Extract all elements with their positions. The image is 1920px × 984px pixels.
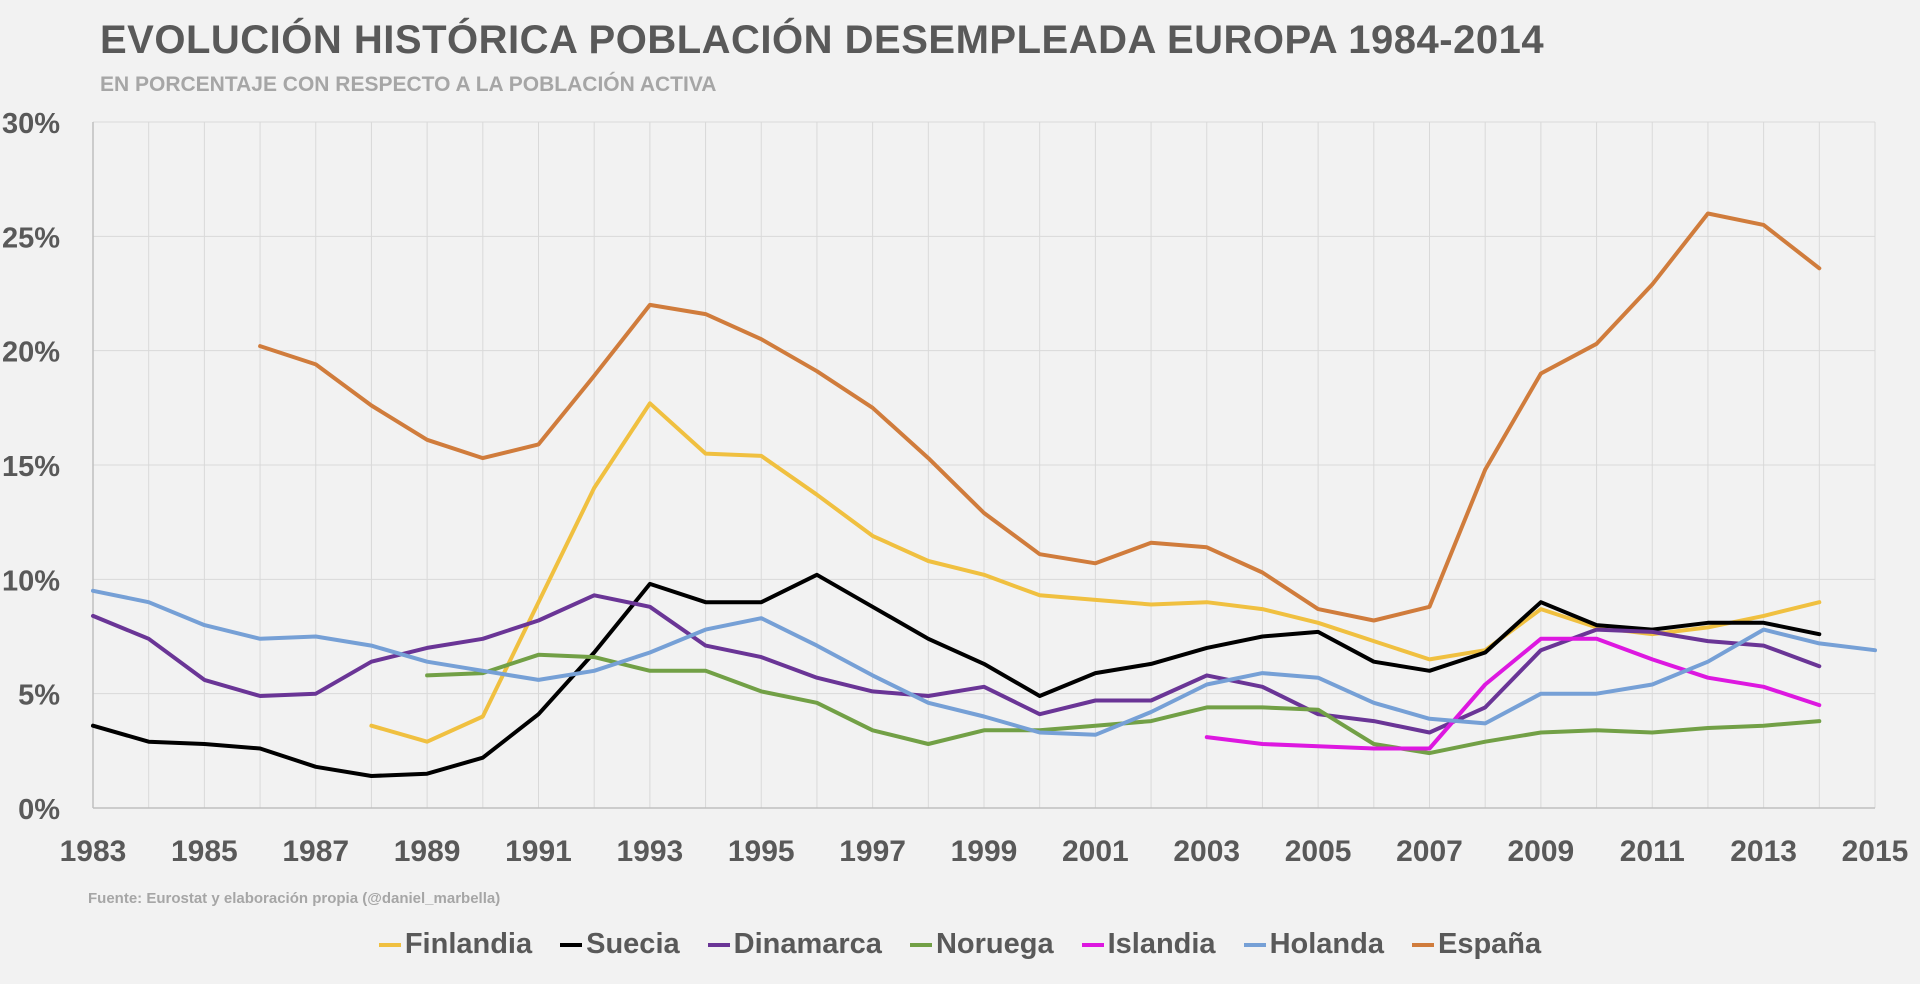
- y-tick-label: 25%: [2, 222, 60, 254]
- series-line-holanda: [91, 588, 1877, 737]
- series-line-españa: [258, 211, 1822, 623]
- legend-item: Noruega: [909, 928, 1054, 961]
- x-tick-label: 1985: [171, 835, 238, 868]
- legend-label: Islandia: [1107, 928, 1216, 960]
- x-tick-label: 2003: [1173, 835, 1240, 868]
- axes: [92, 122, 1875, 809]
- x-tick-label: 2007: [1396, 835, 1463, 868]
- series-lines: [91, 211, 1877, 778]
- y-tick-label: 10%: [2, 565, 60, 597]
- legend-item: España: [1411, 928, 1542, 961]
- x-tick-label: 1989: [394, 835, 461, 868]
- series-line-finlandia: [369, 401, 1822, 744]
- x-tick-label: 1987: [282, 835, 349, 868]
- legend-swatch: [1081, 942, 1104, 947]
- legend-item: Suecia: [560, 928, 680, 961]
- legend-swatch: [1243, 942, 1266, 947]
- x-tick-label: 2015: [1842, 835, 1909, 868]
- y-tick-label: 20%: [2, 337, 60, 369]
- y-tick-label: 0%: [18, 794, 60, 826]
- legend-swatch: [1411, 942, 1434, 947]
- legend-label: Noruega: [935, 928, 1054, 960]
- y-tick-label: 30%: [2, 108, 60, 140]
- x-tick-label: 1983: [60, 835, 127, 868]
- y-tick-label: 15%: [2, 451, 60, 483]
- grid-lines: [92, 121, 1876, 808]
- series-line-islandia: [1204, 636, 1822, 751]
- chart-title: EVOLUCIÓN HISTÓRICA POBLACIÓN DESEMPLEAD…: [100, 18, 1545, 62]
- x-tick-label: 1993: [617, 835, 684, 868]
- x-tick-label: 1999: [951, 835, 1018, 868]
- legend-swatch: [378, 942, 401, 947]
- legend-label: Suecia: [586, 928, 680, 960]
- legend-item: Finlandia: [378, 928, 533, 961]
- legend-item: Dinamarca: [707, 928, 882, 961]
- legend: Finlandia Suecia Dinamarca Noruega Islandia H…: [0, 928, 1920, 961]
- legend-swatch: [707, 942, 730, 947]
- legend-swatch: [560, 942, 583, 947]
- legend-swatch: [909, 942, 932, 947]
- y-tick-label: 5%: [18, 680, 60, 712]
- x-tick-label: 1997: [839, 835, 906, 868]
- legend-label: Dinamarca: [733, 928, 882, 960]
- legend-item: Islandia: [1081, 928, 1216, 961]
- legend-item: Holanda: [1243, 928, 1384, 961]
- y-axis-ticks: 0% 5% 10% 15% 20% 25% 30%: [2, 108, 60, 826]
- series-line-suecia: [91, 572, 1822, 778]
- x-tick-label: 2009: [1508, 835, 1575, 868]
- x-tick-label: 1991: [505, 835, 572, 868]
- x-axis-ticks: 1983 1985 1987 1989 1991 1993 1995 1997 1999 2001…: [60, 835, 1909, 868]
- legend-label: España: [1437, 928, 1542, 960]
- x-tick-label: 2001: [1062, 835, 1129, 868]
- legend-label: Finlandia: [404, 928, 533, 960]
- legend-label: Holanda: [1269, 928, 1384, 960]
- x-tick-label: 2011: [1620, 835, 1685, 868]
- x-tick-label: 2013: [1730, 835, 1797, 868]
- x-tick-label: 2005: [1285, 835, 1352, 868]
- series-line-dinamarca: [91, 593, 1822, 735]
- source-note: Fuente: Eurostat y elaboración propia (@…: [88, 890, 501, 907]
- x-tick-label: 1995: [728, 835, 795, 868]
- chart-subtitle: EN PORCENTAJE CON RESPECTO A LA POBLACIÓ…: [100, 73, 717, 96]
